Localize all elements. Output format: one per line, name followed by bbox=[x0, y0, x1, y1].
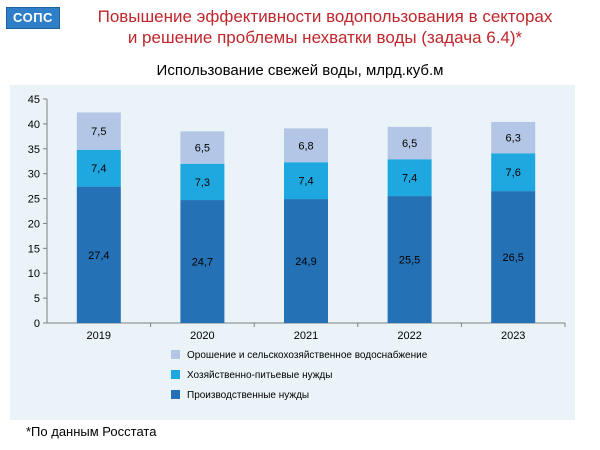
data-label: 7,3 bbox=[195, 177, 210, 189]
chart-title: Использование свежей воды, млрд.куб.м bbox=[156, 62, 444, 79]
legend-swatch bbox=[171, 370, 180, 379]
data-label: 25,5 bbox=[399, 255, 420, 267]
bar-segment bbox=[76, 186, 121, 323]
bar-segment bbox=[387, 159, 432, 197]
x-tick-label: 2022 bbox=[397, 330, 421, 342]
data-label: 6,5 bbox=[195, 143, 210, 155]
data-label: 27,4 bbox=[88, 250, 109, 262]
slide-title: Повышение эффективности водопользования … bbox=[70, 6, 580, 48]
y-tick-label: 5 bbox=[34, 293, 40, 305]
legend-swatch bbox=[171, 350, 180, 359]
data-label: 7,4 bbox=[402, 173, 417, 185]
bar-segment bbox=[76, 112, 121, 150]
data-label: 6,5 bbox=[402, 138, 417, 150]
data-label: 24,9 bbox=[295, 256, 316, 268]
x-tick-label: 2023 bbox=[501, 330, 525, 342]
data-label: 7,6 bbox=[506, 167, 521, 179]
y-tick-label: 20 bbox=[28, 218, 40, 230]
sops-logo: СОПС bbox=[6, 7, 60, 29]
stacked-bar-chart: 0 5 10 15 20 25 30 35 40 45 27,4 7,4 7,5 2019 24,7 7,3 6… bbox=[28, 94, 566, 401]
data-label: 7,4 bbox=[91, 163, 106, 175]
bar-segment bbox=[387, 126, 432, 160]
x-tick-label: 2021 bbox=[294, 330, 318, 342]
y-tick-label: 35 bbox=[28, 144, 40, 156]
y-tick-label: 10 bbox=[28, 268, 40, 280]
slide-title-line-1: Повышение эффективности водопользования … bbox=[97, 7, 553, 26]
data-label: 6,8 bbox=[298, 140, 313, 152]
x-tick-label: 2020 bbox=[190, 330, 214, 342]
legend-label: Орошение и сельскохозяйственное водоснаб… bbox=[187, 349, 428, 361]
legend-swatch bbox=[171, 390, 180, 399]
bar-segment bbox=[76, 149, 121, 187]
bar-segment bbox=[284, 162, 328, 200]
y-tick-label: 30 bbox=[28, 169, 40, 181]
y-tick-label: 0 bbox=[34, 318, 40, 330]
bar-segment bbox=[180, 200, 225, 323]
bar-segment bbox=[180, 131, 225, 164]
data-label: 26,5 bbox=[502, 252, 523, 264]
data-label: 7,5 bbox=[91, 126, 106, 138]
legend-label: Производственные нужды bbox=[187, 390, 309, 401]
data-label: 6,3 bbox=[506, 133, 521, 145]
y-tick-label: 25 bbox=[28, 194, 40, 206]
bar-segment bbox=[284, 128, 328, 163]
y-tick-label: 15 bbox=[28, 243, 40, 255]
slide-title-line-2: и решение проблемы нехватки воды (задача… bbox=[127, 28, 523, 47]
bar-segment bbox=[491, 153, 536, 192]
bar-segment bbox=[284, 199, 328, 323]
legend-label: Хозяйственно-питьевые нужды bbox=[187, 370, 332, 381]
bar-segment bbox=[491, 121, 536, 154]
y-tick-label: 40 bbox=[28, 119, 40, 131]
footnote: *По данным Росстата bbox=[26, 424, 157, 439]
data-label: 7,4 bbox=[298, 176, 313, 188]
bar-segment bbox=[387, 196, 432, 323]
x-tick-label: 2019 bbox=[87, 330, 111, 342]
data-label: 24,7 bbox=[192, 257, 213, 269]
bar-segment bbox=[491, 191, 536, 323]
y-tick-label: 45 bbox=[28, 94, 40, 106]
bar-segment bbox=[180, 163, 225, 201]
chart-panel: 0 5 10 15 20 25 30 35 40 45 27,4 7,4 7,5 2019 24,7 7,3 6… bbox=[10, 85, 575, 420]
